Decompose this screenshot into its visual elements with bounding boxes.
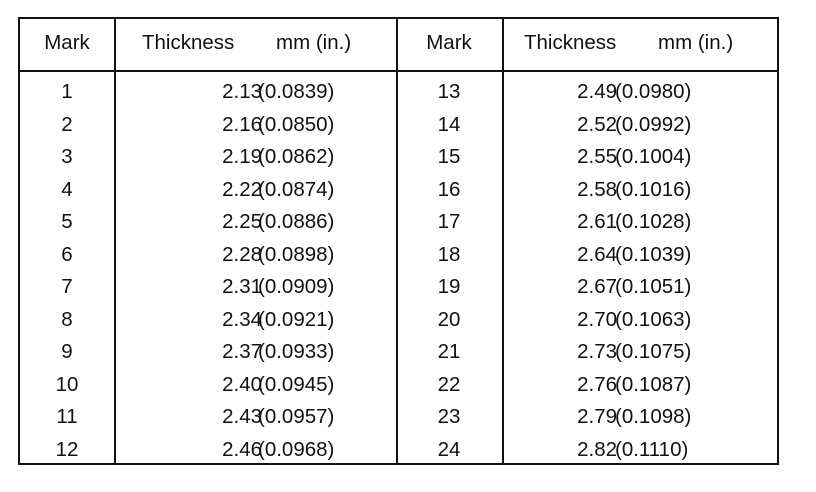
row-mark: 8 — [61, 307, 73, 331]
row-thickness-mm: 2.43 — [222, 405, 262, 428]
row-thickness-in: (0.1028) — [615, 210, 692, 233]
row-mark: 5 — [61, 210, 73, 233]
header-thickness: Thickness — [142, 31, 235, 54]
row-thickness-mm: 2.55 — [577, 145, 617, 168]
header-mark: Mark — [44, 31, 90, 54]
row-thickness-in: (0.1051) — [615, 275, 692, 298]
row-thickness-mm: 2.70 — [577, 307, 617, 331]
row-mark: 12 — [55, 437, 79, 461]
header-thickness-2: Thickness — [524, 31, 617, 54]
row-thickness-in: (0.1075) — [615, 340, 692, 363]
row-thickness-mm: 2.64 — [577, 242, 617, 266]
row-mark: 3 — [61, 145, 73, 168]
row-thickness-in: (0.1016) — [615, 177, 692, 201]
row-thickness-in: (0.0874) — [258, 177, 335, 201]
row-thickness-mm: 2.31 — [222, 275, 262, 298]
row-mark: 13 — [437, 80, 461, 103]
row-mark: 22 — [437, 372, 461, 396]
row-mark: 16 — [437, 177, 461, 201]
thickness-table: Mark Thickness mm (in.) Mark Thickness m… — [18, 17, 779, 465]
row-thickness-mm: 2.13 — [222, 80, 262, 103]
row-mark: 9 — [61, 340, 73, 363]
row-thickness-mm: 2.61 — [577, 210, 617, 233]
row-thickness-in: (0.0921) — [258, 307, 335, 331]
row-thickness-in: (0.0850) — [258, 112, 335, 136]
row-thickness-in: (0.0909) — [258, 275, 335, 298]
row-thickness-mm: 2.58 — [577, 177, 617, 201]
row-mark: 23 — [437, 405, 461, 428]
row-mark: 17 — [437, 210, 461, 233]
row-mark: 1 — [61, 80, 73, 103]
row-thickness-in: (0.0886) — [258, 210, 335, 233]
row-mark: 14 — [437, 112, 461, 136]
header-mark-2: Mark — [426, 31, 472, 54]
row-thickness-mm: 2.49 — [577, 80, 617, 103]
row-mark: 4 — [61, 177, 73, 201]
header-unit: mm (in.) — [276, 31, 352, 54]
row-thickness-in: (0.0945) — [258, 372, 335, 396]
row-mark: 20 — [437, 307, 461, 331]
row-thickness-in: (0.1063) — [615, 307, 692, 331]
row-thickness-mm: 2.22 — [222, 177, 262, 201]
row-mark: 6 — [61, 242, 73, 266]
row-mark: 2 — [61, 112, 73, 136]
row-thickness-mm: 2.79 — [577, 405, 617, 428]
column-divider — [396, 19, 398, 463]
row-thickness-mm: 2.67 — [577, 275, 617, 298]
row-thickness-in: (0.1110) — [615, 437, 689, 461]
row-mark: 18 — [437, 242, 461, 266]
row-mark: 11 — [56, 405, 78, 428]
row-thickness-in: (0.0957) — [258, 405, 335, 428]
row-thickness-in: (0.1039) — [615, 242, 692, 266]
row-thickness-mm: 2.76 — [577, 372, 617, 396]
row-thickness-in: (0.1087) — [615, 372, 692, 396]
row-thickness-mm: 2.16 — [222, 112, 262, 136]
row-thickness-mm: 2.52 — [577, 112, 617, 136]
row-thickness-mm: 2.82 — [577, 437, 617, 461]
row-thickness-mm: 2.34 — [222, 307, 262, 331]
row-thickness-in: (0.0968) — [258, 437, 335, 461]
header-unit-2: mm (in.) — [658, 31, 734, 54]
column-divider — [502, 19, 504, 463]
row-thickness-in: (0.0898) — [258, 242, 335, 266]
row-thickness-mm: 2.19 — [222, 145, 262, 168]
row-mark: 10 — [55, 372, 79, 396]
row-mark: 15 — [437, 145, 461, 168]
row-thickness-in: (0.1004) — [615, 145, 692, 168]
row-thickness-mm: 2.73 — [577, 340, 617, 363]
column-divider — [114, 19, 116, 463]
row-thickness-in: (0.0992) — [615, 112, 692, 136]
row-mark: 19 — [437, 275, 461, 298]
row-thickness-in: (0.0933) — [258, 340, 335, 363]
row-thickness-in: (0.0839) — [258, 80, 335, 103]
row-thickness-mm: 2.28 — [222, 242, 262, 266]
row-thickness-in: (0.1098) — [615, 405, 692, 428]
row-mark: 7 — [61, 275, 73, 298]
row-thickness-mm: 2.25 — [222, 210, 262, 233]
row-thickness-in: (0.0862) — [258, 145, 335, 168]
row-mark: 24 — [437, 437, 461, 461]
row-thickness-mm: 2.37 — [222, 340, 262, 363]
row-thickness-mm: 2.40 — [222, 372, 262, 396]
row-thickness-mm: 2.46 — [222, 437, 262, 461]
row-thickness-in: (0.0980) — [615, 80, 692, 103]
header-divider — [20, 70, 777, 72]
row-mark: 21 — [437, 340, 461, 363]
